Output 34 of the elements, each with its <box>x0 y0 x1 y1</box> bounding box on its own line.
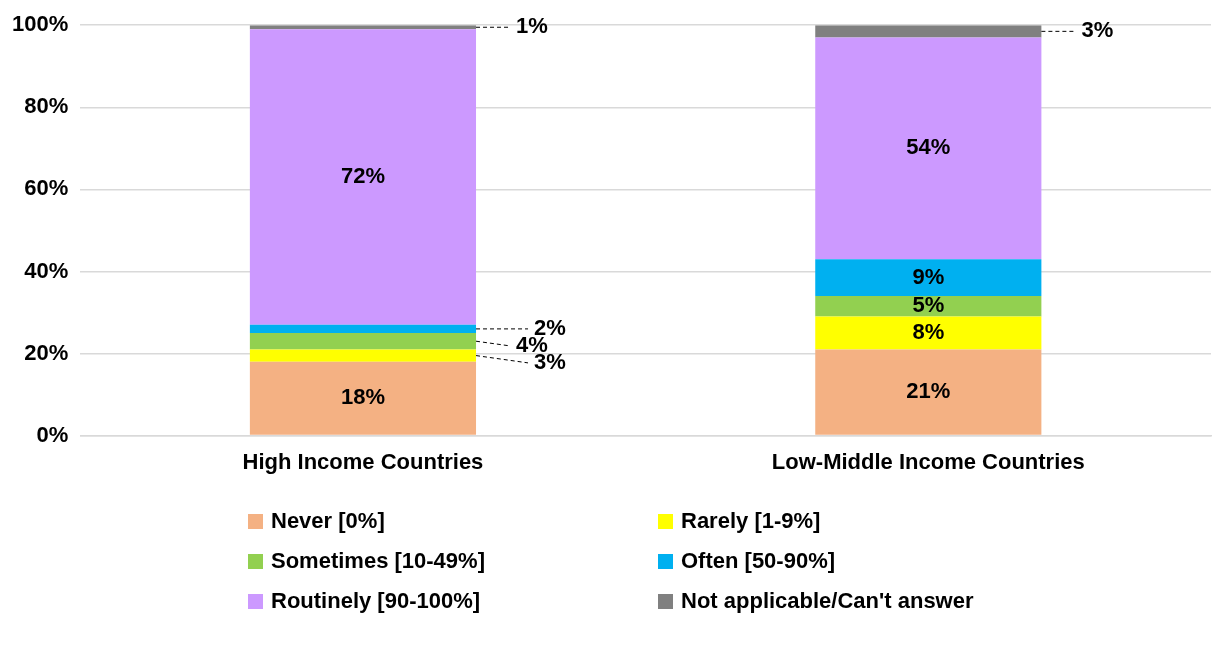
legend-label: Routinely [90-100%] <box>271 588 481 614</box>
data-label: 3% <box>1081 17 1114 43</box>
bar <box>815 37 1042 260</box>
y-tick-label: 60% <box>24 175 69 201</box>
bar <box>815 316 1042 350</box>
data-label: 8% <box>912 319 945 345</box>
legend-label: Often [50-90%] <box>681 548 836 574</box>
data-label: 54% <box>906 134 951 160</box>
x-tick-label: High Income Countries <box>242 448 484 474</box>
data-label: 72% <box>340 163 385 189</box>
y-tick-label: 40% <box>24 257 69 283</box>
bar <box>249 361 477 435</box>
bar <box>815 25 1042 38</box>
legend-label: Never [0%] <box>271 508 385 534</box>
x-tick-label: Low-Middle Income Countries <box>771 448 1085 474</box>
legend-label: Sometimes [10-49%] <box>271 548 485 574</box>
bar <box>815 259 1042 297</box>
data-label: 9% <box>912 263 945 289</box>
y-tick-label: 80% <box>24 93 69 119</box>
y-tick-label: 100% <box>11 11 69 37</box>
y-tick-label: 0% <box>36 421 69 447</box>
data-label: 5% <box>912 292 945 318</box>
bar <box>249 333 477 350</box>
bar <box>249 324 477 333</box>
y-tick-label: 20% <box>24 339 69 365</box>
bar <box>249 349 477 362</box>
legend-label: Rarely [1-9%] <box>681 508 821 534</box>
bar <box>815 296 1042 317</box>
bar <box>815 349 1042 435</box>
data-label: 21% <box>906 378 951 404</box>
legend-label: Not applicable/Can't answer <box>681 588 974 614</box>
data-label: 18% <box>340 384 385 410</box>
data-label: 1% <box>516 13 548 39</box>
bar <box>249 29 477 325</box>
